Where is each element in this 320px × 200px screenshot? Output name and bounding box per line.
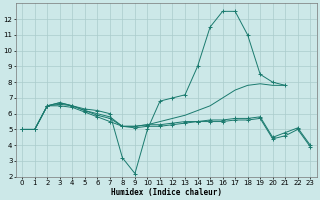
X-axis label: Humidex (Indice chaleur): Humidex (Indice chaleur) bbox=[111, 188, 222, 197]
